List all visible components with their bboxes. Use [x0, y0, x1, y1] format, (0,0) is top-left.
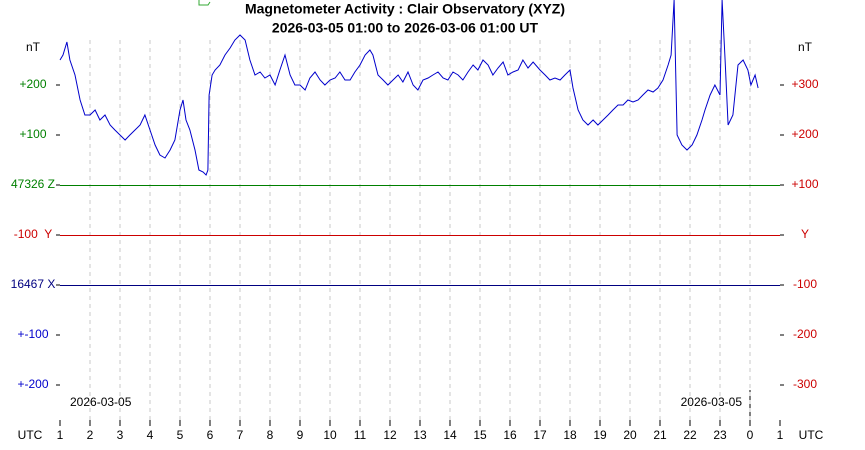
x-tick-label: 13	[413, 428, 427, 442]
right-label: +100	[791, 177, 818, 191]
x-tick-label: 11	[354, 428, 367, 442]
left-label: +100	[19, 127, 46, 141]
x-tick-label: 14	[443, 428, 457, 442]
right-label: nT	[798, 40, 813, 54]
x-tick-label: 17	[533, 428, 547, 442]
data-line	[59, 0, 759, 176]
x-tick-label: 12	[383, 428, 397, 442]
left-label: -100 Y	[14, 227, 52, 241]
x-tick-label: 19	[593, 428, 607, 442]
x-tick-label: 7	[237, 428, 244, 442]
x-tick-label: 15	[473, 428, 487, 442]
left-label: +-200	[17, 377, 48, 391]
x-unit: UTC	[799, 428, 824, 442]
x-tick-label: 4	[147, 428, 154, 442]
left-label: 47326 Z	[11, 177, 55, 191]
x-tick-label: 9	[297, 428, 304, 442]
end-date: 2026-03-05	[681, 395, 743, 409]
x-unit: UTC	[18, 428, 43, 442]
right-label: +200	[791, 127, 818, 141]
x-tick-label: 22	[683, 428, 697, 442]
right-label: Y	[801, 227, 809, 241]
x-tick-label: 20	[623, 428, 637, 442]
right-label: -300	[793, 377, 817, 391]
x-tick-label: 21	[653, 428, 667, 442]
left-label: +200	[19, 77, 46, 91]
left-label: nT	[26, 40, 41, 54]
x-tick-label: 6	[207, 428, 214, 442]
x-tick-label: 10	[323, 428, 337, 442]
right-label: +300	[791, 77, 818, 91]
chart-title: Magnetometer Activity : Clair Observator…	[245, 1, 565, 17]
right-label: -200	[793, 327, 817, 341]
x-tick-label: 0	[747, 428, 754, 442]
x-tick-label: 1	[777, 428, 784, 442]
x-tick-label: 18	[563, 428, 577, 442]
x-tick-label: 8	[267, 428, 274, 442]
chart-subtitle: 2026-03-05 01:00 to 2026-03-06 01:00 UT	[272, 20, 539, 36]
x-tick-label: 16	[503, 428, 517, 442]
left-label: 16467 X	[11, 277, 56, 291]
icon	[198, 0, 211, 6]
x-tick-label: 5	[177, 428, 184, 442]
left-label: +-100	[17, 327, 48, 341]
x-tick-label: 23	[713, 428, 727, 442]
x-tick-label: 2	[87, 428, 94, 442]
start-date: 2026-03-05	[70, 395, 132, 409]
x-tick-label: 1	[57, 428, 64, 442]
right-label: -100	[793, 277, 817, 291]
x-tick-label: 3	[117, 428, 124, 442]
